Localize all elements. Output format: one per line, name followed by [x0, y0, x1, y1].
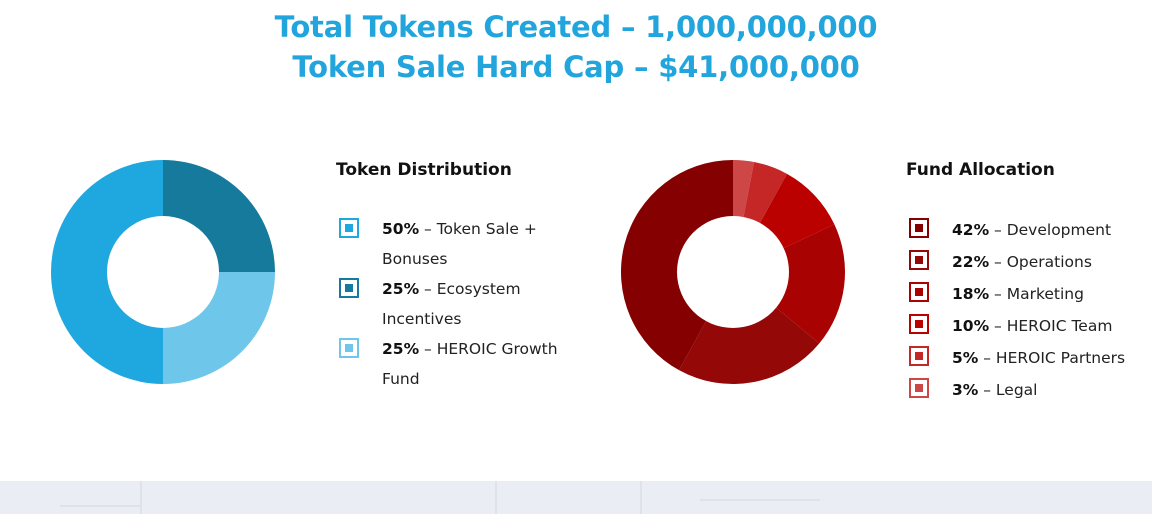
legend-percent: 3%	[952, 381, 979, 399]
legend-label: – Development	[989, 221, 1112, 239]
legend-swatch-fill	[915, 288, 923, 296]
legend-item: 5% – HEROIC Partners	[909, 342, 1149, 374]
legend-swatch	[909, 250, 929, 270]
legend-swatch	[339, 278, 359, 298]
token-distribution-legend: 50% – Token Sale + Bonuses 25% – Ecosyste…	[339, 214, 569, 394]
legend-label: – Marketing	[989, 285, 1084, 303]
legend-swatch	[339, 338, 359, 358]
legend-label: – HEROIC Partners	[978, 349, 1126, 367]
footer-decor-line	[700, 499, 820, 501]
legend-label: – Token Sale + Bonuses	[382, 220, 537, 268]
legend-swatch	[909, 218, 929, 238]
legend-percent: 25%	[382, 280, 420, 298]
legend-swatch	[909, 282, 929, 302]
footer-decor-line	[60, 505, 140, 507]
token-distribution-title: Token Distribution	[336, 160, 512, 180]
legend-label: – HEROIC Growth Fund	[382, 340, 558, 388]
legend-label: – Legal	[978, 381, 1038, 399]
legend-item: 25% – HEROIC Growth Fund	[339, 334, 569, 394]
legend-swatch-fill	[915, 384, 923, 392]
legend-item: 18% – Marketing	[909, 278, 1149, 310]
headline-hard-cap: Token Sale Hard Cap – $41,000,000	[292, 50, 860, 84]
legend-item: 3% – Legal	[909, 374, 1149, 406]
legend-percent: 18%	[952, 285, 990, 303]
legend-swatch	[909, 346, 929, 366]
legend-swatch-fill	[915, 320, 923, 328]
legend-label: – Ecosystem Incentives	[382, 280, 521, 328]
legend-percent: 50%	[382, 220, 420, 238]
legend-swatch	[909, 314, 929, 334]
legend-percent: 42%	[952, 221, 990, 239]
legend-percent: 10%	[952, 317, 990, 335]
legend-swatch-fill	[915, 352, 923, 360]
legend-label: – HEROIC Team	[989, 317, 1113, 335]
footer-decor-line	[640, 481, 642, 514]
slice-operations	[679, 272, 820, 385]
fund-allocation-donut	[620, 160, 846, 385]
slice-marketing	[733, 224, 846, 344]
legend-item: 42% – Development	[909, 214, 1149, 246]
headline-total-tokens: Total Tokens Created – 1,000,000,000	[274, 10, 878, 44]
fund-allocation-legend: 42% – Development 22% – Operations 18% – M…	[909, 214, 1149, 406]
donut-hole	[107, 216, 219, 328]
legend-percent: 22%	[952, 253, 990, 271]
legend-swatch-fill	[345, 284, 353, 292]
footer-decor-line	[140, 481, 142, 514]
legend-swatch	[339, 218, 359, 238]
legend-item: 25% – Ecosystem Incentives	[339, 274, 569, 334]
legend-swatch-fill	[345, 224, 353, 232]
token-distribution-donut	[51, 160, 275, 384]
legend-swatch	[909, 378, 929, 398]
legend-swatch-fill	[915, 224, 923, 232]
legend-item: 22% – Operations	[909, 246, 1149, 278]
legend-swatch-fill	[915, 256, 923, 264]
legend-swatch-fill	[345, 344, 353, 352]
footer-band	[0, 481, 1152, 514]
footer-decor-line	[495, 481, 497, 514]
donut-hole	[677, 216, 789, 328]
legend-percent: 5%	[952, 349, 979, 367]
legend-item: 50% – Token Sale + Bonuses	[339, 214, 569, 274]
legend-percent: 25%	[382, 340, 420, 358]
legend-item: 10% – HEROIC Team	[909, 310, 1149, 342]
fund-allocation-title: Fund Allocation	[906, 160, 1055, 180]
legend-label: – Operations	[989, 253, 1092, 271]
